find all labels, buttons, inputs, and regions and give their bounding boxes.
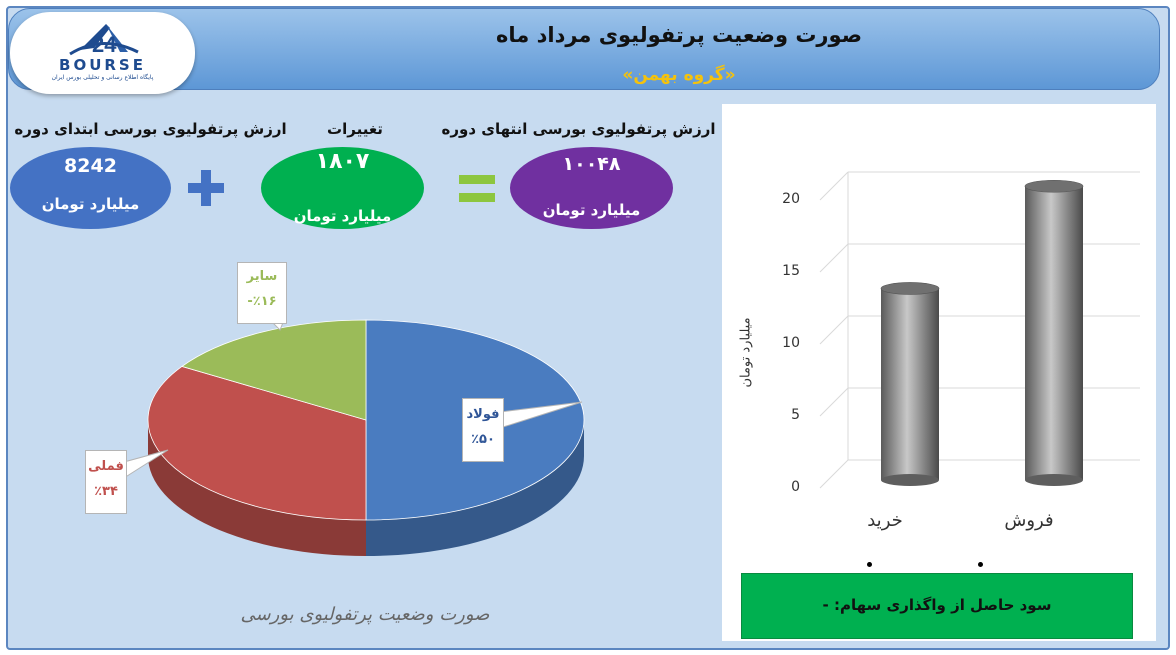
callout-fameli: فملی ٪۳۴ — [85, 450, 127, 514]
change-label: تغییرات — [327, 120, 383, 138]
dot-marker — [978, 562, 983, 567]
y-tick-label: 20 — [782, 191, 800, 207]
x-category-label: فروش — [1004, 510, 1054, 531]
slice-label-foolad: فولاد — [466, 407, 500, 422]
slice-value-sayer: ٪۱۶- — [247, 294, 277, 309]
end-value-oval: ۱۰۰۴۸ میلیارد تومان — [510, 147, 673, 229]
callout-foolad: فولاد ٪۵۰ — [462, 398, 504, 462]
slice-label-fameli: فملی — [88, 459, 124, 474]
change-value: ۱۸۰۷ — [315, 149, 370, 174]
header-banner: صورت وضعیت پرتفولیوی مرداد ماه «گروه بهم… — [8, 8, 1160, 90]
bar-base-0 — [881, 474, 939, 486]
bourse-24-logo-icon: 24 — [69, 24, 139, 57]
y-tick-label: 10 — [782, 335, 800, 351]
grid-diag-3 — [819, 243, 849, 273]
pie-slice-2 — [181, 319, 367, 421]
bar-top-1 — [1024, 179, 1084, 193]
end-value-unit: میلیارد تومان — [542, 201, 641, 219]
slice-value-fameli: ٪۳۴ — [94, 484, 118, 499]
y-tick-label: 5 — [791, 407, 800, 423]
change-unit: میلیارد تومان — [293, 207, 392, 225]
slice-value-foolad: ٪۵۰ — [471, 432, 495, 447]
pie-side-0 — [366, 420, 584, 556]
y-axis-label: میلیارد تومان — [738, 317, 754, 388]
change-oval: ۱۸۰۷ میلیارد تومان — [261, 147, 424, 229]
pie-caption: صورت وضعیت پرتفولیوی بورسی — [240, 604, 490, 625]
grid-diag-0 — [819, 459, 849, 489]
pie-side-1 — [148, 420, 366, 556]
logo-text: BOURSE — [59, 56, 146, 74]
x-category-label: خرید — [867, 510, 903, 531]
equals-icon — [459, 175, 495, 184]
grid-diag-1 — [819, 387, 849, 417]
equals-icon-bottom — [459, 193, 495, 202]
start-value: 8242 — [64, 155, 117, 177]
bar-top-0 — [880, 282, 940, 295]
end-value-label: ارزش پرتفولیوی بورسی انتهای دوره — [441, 120, 716, 138]
start-value-label: ارزش پرتفولیوی بورسی ابتدای دوره — [14, 120, 287, 138]
start-value-oval: 8242 میلیارد تومان — [10, 147, 171, 229]
bar-0 — [881, 288, 939, 480]
start-value-unit: میلیارد تومان — [41, 195, 140, 213]
bourse-logo: 24 BOURSE پایگاه اطلاع رسانی و تحلیلی بو… — [10, 12, 195, 94]
pie-slice-1 — [147, 365, 367, 521]
bar-base-1 — [1025, 474, 1083, 486]
y-tick-label: 15 — [782, 263, 800, 279]
bar-1 — [1025, 186, 1083, 481]
end-value: ۱۰۰۴۸ — [562, 153, 621, 175]
callout-sayer: سایر ٪۱۶- — [237, 262, 287, 324]
page-title: صورت وضعیت پرتفولیوی مرداد ماه — [496, 23, 862, 47]
plus-icon-vertical — [201, 170, 211, 206]
dot-marker — [867, 562, 872, 567]
y-tick-label: 0 — [791, 479, 800, 495]
share-sale-profit-note: سود حاصل از واگذاری سهام: - — [741, 573, 1133, 639]
svg-text:24: 24 — [92, 32, 117, 57]
logo-tagline: پایگاه اطلاع رسانی و تحلیلی بورس ایران — [51, 74, 154, 81]
page-subtitle: «گروه بهمن» — [622, 65, 736, 85]
grid-diag-4 — [819, 171, 849, 201]
grid-diag-2 — [819, 315, 849, 345]
slice-label-sayer: سایر — [246, 269, 278, 284]
